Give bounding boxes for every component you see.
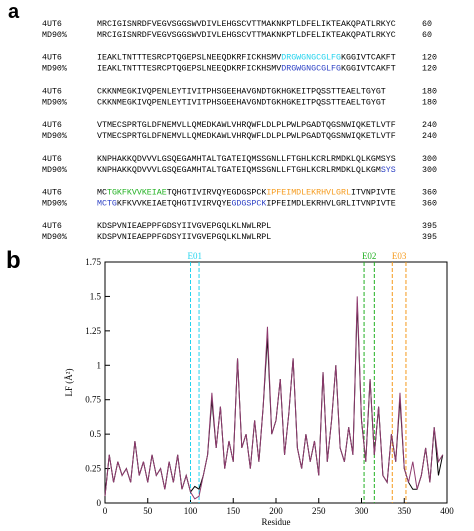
residue-segment: KFKVVKEIAETQHGTIVIRVQYE <box>117 200 232 209</box>
residue-segment: IEAKLTNTTTESRCPTQGEPSLNEEQDKRFICKHSMV <box>97 54 281 63</box>
series-line <box>104 296 444 500</box>
sequence: IEAKLTNTTTESRCPTQGEPSLNEEQDKRFICKHSMVDRG… <box>97 65 396 74</box>
row-end: 120 <box>422 54 437 63</box>
row-name: 4UT6 <box>42 155 62 164</box>
x-tick-label: 350 <box>398 506 412 516</box>
row-name: 4UT6 <box>42 20 62 29</box>
x-tick-label: 0 <box>103 506 108 516</box>
y-tick-label: 0.25 <box>85 464 101 474</box>
row-name: MD90% <box>42 166 67 175</box>
residue-segment: CKKNMEGKIVQPENLEYTIVITPHSGEEHAVGNDTGKHGK… <box>97 87 386 96</box>
panel-label: b <box>6 247 21 274</box>
y-tick-label: 1.75 <box>85 257 101 267</box>
row-end: 180 <box>422 98 437 107</box>
region-label: E02 <box>362 251 377 261</box>
row-end: 60 <box>422 20 432 29</box>
sequence: KDSPVNIEAEPPFGDSYIIVGVEPGQLKLNWLRPL <box>97 233 271 242</box>
row-name: 4UT6 <box>42 87 62 96</box>
plot-frame <box>104 261 448 504</box>
sequence: CKKNMEGKIVQPENLEYTIVITPHSGEEHAVGNDTGKHGK… <box>97 98 386 107</box>
residue-segment: MC <box>97 189 107 198</box>
residue-segment: KNPHAKKQDVVVLGSQEGAMHTALTGATEIQMSSGNLLFT… <box>97 155 396 164</box>
sequence: KNPHAKKQDVVVLGSQEGAMHTALTGATEIQMSSGNLLFT… <box>97 155 396 164</box>
y-tick-label: 1.5 <box>90 291 102 301</box>
y-tick-label: 1 <box>97 360 102 370</box>
residue-segment: MRCIGISNRDFVEGVSGGSWVDIVLEHGSCVTTMAKNKPT… <box>97 20 396 29</box>
row-name: MD90% <box>42 233 67 242</box>
row-name: MD90% <box>42 132 67 141</box>
row-end: 395 <box>422 233 437 242</box>
row-end: 395 <box>422 222 437 231</box>
panel-label: a <box>8 1 20 23</box>
residue-segment: GDGSPCK <box>231 200 266 209</box>
residue-segment: VTMECSPRTGLDFNEMVLLQMEDKAWLVHRQWFLDLPLPW… <box>97 121 396 130</box>
row-end: 180 <box>422 87 437 96</box>
x-tick-label: 200 <box>269 506 283 516</box>
row-end: 300 <box>422 166 437 175</box>
residue-segment: VTMECSPRTGLDFNEMVLLQMEDKAWLVHRQWFLDLPLPW… <box>97 132 396 141</box>
row-name: MD90% <box>42 65 67 74</box>
sequence: IEAKLTNTTTESRCPTQGEPSLNEEQDKRFICKHSMVDRG… <box>97 54 396 63</box>
row-end: 120 <box>422 65 437 74</box>
residue-segment: KDSPVNIEAEPPFGDSYIIVGVEPGQLKLNWLRPL <box>97 233 271 242</box>
residue-segment: TGKFKVVKEIAE <box>107 189 167 198</box>
row-end: 360 <box>422 189 437 198</box>
row-end: 240 <box>422 132 437 141</box>
row-name: 4UT6 <box>42 54 62 63</box>
x-tick-label: 300 <box>355 506 369 516</box>
row-name: MD90% <box>42 31 67 40</box>
row-end: 300 <box>422 155 437 164</box>
residue-segment: DRGWGNGCGLFG <box>281 65 341 74</box>
x-tick-label: 400 <box>440 506 454 516</box>
y-axis-label: LF (Å²) <box>64 369 74 397</box>
residue-segment: KGGIVTCAKFT <box>341 54 396 63</box>
sequence: VTMECSPRTGLDFNEMVLLQMEDKAWLVHRQWFLDLPLPW… <box>97 132 396 141</box>
region-label: E01 <box>188 251 203 261</box>
residue-segment: TQHGTIVIRVQYEGDGSPCK <box>167 189 267 198</box>
residue-segment: CKKNMEGKIVQPENLEYTIVITPHSGEEHAVGNDTGKHGK… <box>97 98 386 107</box>
residue-segment: MRCIGISNRDFVEGVSGGSWVDIVLEHGSCVTTMAKNKPT… <box>97 31 396 40</box>
residue-segment: DRGWGNGCGLFG <box>281 54 341 63</box>
residue-segment: KGGIVTCAKFT <box>341 65 396 74</box>
x-tick-label: 250 <box>312 506 326 516</box>
y-tick-label: 0.75 <box>85 395 101 405</box>
residue-segment: IPFEIMDLEKRHVLGRL <box>266 189 351 198</box>
row-name: 4UT6 <box>42 121 62 130</box>
row-name: MD90% <box>42 200 67 209</box>
sequence: MRCIGISNRDFVEGVSGGSWVDIVLEHGSCVTTMAKNKPT… <box>97 20 396 29</box>
sequence: MCTGKFKVVKEIAETQHGTIVIRVQYEGDGSPCKIPFEIM… <box>97 189 396 198</box>
row-end: 240 <box>422 121 437 130</box>
residue-segment: KNPHAKKQDVVVLGSQEGAMHTALTGATEIQMSSGNLLFT… <box>97 166 381 175</box>
sequence: MCTGKFKVVKEIAETQHGTIVIRVQYEGDGSPCKIPFEIM… <box>97 200 396 209</box>
y-tick-label: 0 <box>97 498 102 508</box>
sequence: KNPHAKKQDVVVLGSQEGAMHTALTGATEIQMSSGNLLFT… <box>97 166 396 175</box>
chart: 0 0.25 0.5 0.75 1 1.25 1.5 1.75 0 50 100 150 200 250 3… <box>64 251 454 527</box>
residue-segment: ITVNPIVTE <box>351 189 396 198</box>
x-tick-label: 50 <box>143 506 153 516</box>
row-end: 60 <box>422 31 432 40</box>
y-tick-label: 1.25 <box>85 326 101 336</box>
residue-segment: IEAKLTNTTTESRCPTQGEPSLNEEQDKRFICKHSMV <box>97 65 281 74</box>
x-axis-label: Residue <box>262 517 291 527</box>
row-end: 360 <box>422 200 437 209</box>
x-tick-label: 150 <box>227 506 241 516</box>
residue-segment: IPFEIMDLEKRHVLGRLITVNPIVTE <box>266 200 395 209</box>
sequence: VTMECSPRTGLDFNEMVLLQMEDKAWLVHRQWFLDLPLPW… <box>97 121 396 130</box>
residue-segment: KDSPVNIEAEPPFGDSYIIVGVEPGQLKLNWLRPL <box>97 222 271 231</box>
row-name: MD90% <box>42 98 67 107</box>
alignment: 4UT6 MRCIGISNRDFVEGVSGGSWVDIVLEHGSCVTTMAK… <box>42 20 437 242</box>
sequence: MRCIGISNRDFVEGVSGGSWVDIVLEHGSCVTTMAKNKPT… <box>97 31 396 40</box>
region-label: E03 <box>392 251 407 261</box>
sequence: KDSPVNIEAEPPFGDSYIIVGVEPGQLKLNWLRPL <box>97 222 271 231</box>
y-tick-label: 0.5 <box>90 429 102 439</box>
residue-segment: SYS <box>381 166 396 175</box>
row-name: 4UT6 <box>42 189 62 198</box>
row-name: 4UT6 <box>42 222 62 231</box>
x-tick-label: 100 <box>184 506 198 516</box>
residue-segment: MCTG <box>97 200 117 209</box>
sequence: CKKNMEGKIVQPENLEYTIVITPHSGEEHAVGNDTGKHGK… <box>97 87 386 96</box>
